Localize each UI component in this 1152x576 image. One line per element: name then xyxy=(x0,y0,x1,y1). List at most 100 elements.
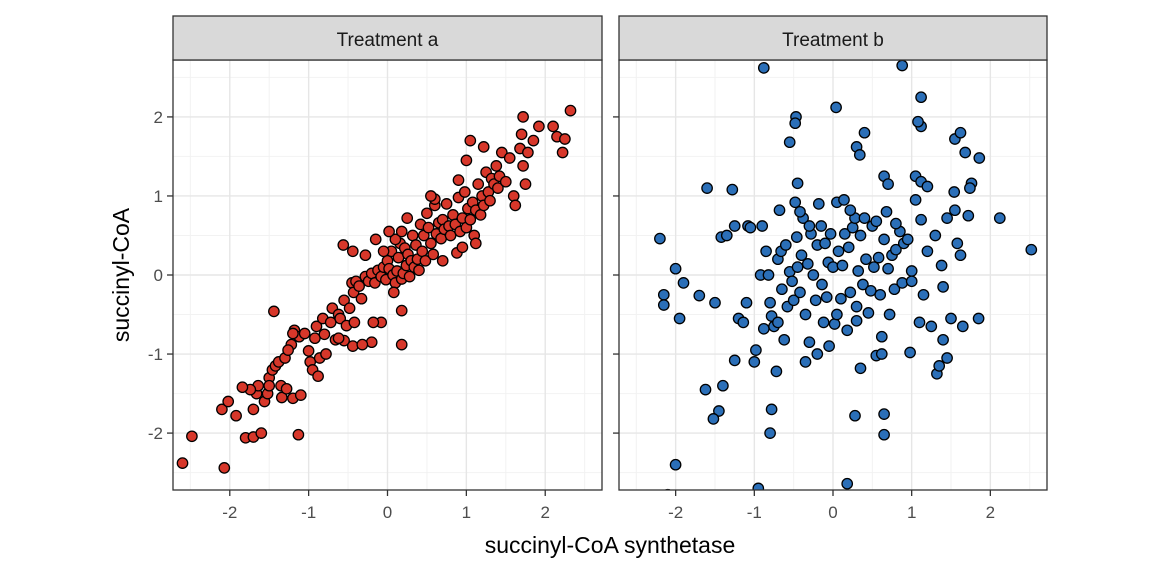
data-point xyxy=(395,225,408,238)
data-point xyxy=(406,229,419,242)
data-point xyxy=(954,249,967,262)
data-point xyxy=(937,281,949,293)
data-point xyxy=(828,318,841,330)
data-point xyxy=(795,249,808,262)
data-point xyxy=(444,229,457,242)
data-point xyxy=(925,320,938,333)
data-point xyxy=(815,220,828,232)
y-tick-label: 2 xyxy=(154,108,163,127)
data-point xyxy=(452,174,465,186)
x-tick-label: 1 xyxy=(907,503,916,522)
y-axis-title: succinyl-CoA xyxy=(108,207,134,342)
data-point xyxy=(790,231,803,243)
data-point xyxy=(324,316,337,329)
data-point xyxy=(222,395,235,408)
data-point xyxy=(824,228,837,240)
data-point xyxy=(346,340,359,352)
data-point xyxy=(657,299,670,311)
facet-strip xyxy=(172,15,603,61)
data-point xyxy=(937,333,949,346)
data-point xyxy=(882,178,894,190)
data-point xyxy=(425,237,437,250)
data-point xyxy=(713,405,725,417)
data-point xyxy=(809,294,822,307)
data-point xyxy=(852,265,865,277)
data-point xyxy=(915,213,927,226)
data-point xyxy=(709,296,721,309)
data-point xyxy=(517,111,529,123)
data-point xyxy=(218,462,231,474)
data-point xyxy=(312,370,324,383)
data-point xyxy=(419,254,432,267)
data-point xyxy=(941,212,953,224)
data-point xyxy=(764,427,776,439)
data-point xyxy=(337,239,350,251)
data-point xyxy=(720,229,733,242)
data-point xyxy=(717,379,729,392)
data-point xyxy=(737,316,750,329)
data-point xyxy=(854,229,867,242)
data-point xyxy=(701,182,713,194)
data-point xyxy=(728,220,741,232)
x-tick-label: 2 xyxy=(540,503,549,522)
data-point xyxy=(860,253,872,266)
data-point xyxy=(752,482,765,490)
data-point xyxy=(972,312,985,325)
data-point xyxy=(556,146,569,159)
data-point xyxy=(422,221,435,234)
data-point xyxy=(294,389,307,401)
data-point xyxy=(310,320,323,333)
data-point xyxy=(369,233,382,246)
data-point xyxy=(247,403,260,416)
data-point xyxy=(850,300,863,313)
data-point xyxy=(949,204,961,217)
y-tick-label: -1 xyxy=(148,345,163,364)
data-point xyxy=(353,280,365,292)
data-point xyxy=(263,379,276,392)
data-point xyxy=(896,277,909,289)
data-point xyxy=(904,346,916,359)
data-point xyxy=(657,288,670,301)
data-point xyxy=(348,316,361,329)
data-point xyxy=(896,60,909,72)
data-point xyxy=(962,209,975,222)
data-point xyxy=(878,233,890,246)
data-point xyxy=(890,243,902,256)
data-point xyxy=(515,128,528,141)
data-point xyxy=(673,312,686,325)
data-point xyxy=(726,183,739,196)
data-point xyxy=(236,381,249,394)
data-point xyxy=(693,289,706,302)
data-point xyxy=(401,212,414,224)
data-point xyxy=(929,229,942,242)
data-point xyxy=(367,316,380,329)
data-point xyxy=(956,320,969,333)
data-point xyxy=(484,194,496,207)
data-point xyxy=(760,245,772,258)
data-point xyxy=(503,152,516,164)
data-point xyxy=(789,196,802,209)
data-point xyxy=(346,245,359,258)
data-point xyxy=(255,427,268,439)
data-point xyxy=(359,249,372,262)
data-point xyxy=(776,283,788,296)
data-point xyxy=(812,198,825,210)
data-point xyxy=(882,262,894,275)
data-point xyxy=(343,302,356,315)
data-point xyxy=(917,288,930,301)
data-point xyxy=(787,294,800,307)
data-point xyxy=(778,333,791,346)
data-point xyxy=(332,332,345,345)
data-point xyxy=(464,213,477,226)
data-point xyxy=(298,327,311,340)
data-point xyxy=(854,362,867,375)
data-point xyxy=(654,232,666,245)
data-point xyxy=(905,275,918,288)
data-point xyxy=(710,491,720,501)
data-point xyxy=(456,241,469,254)
data-point xyxy=(338,294,350,307)
data-point xyxy=(287,327,299,340)
data-point xyxy=(872,251,885,264)
data-point xyxy=(474,209,487,221)
